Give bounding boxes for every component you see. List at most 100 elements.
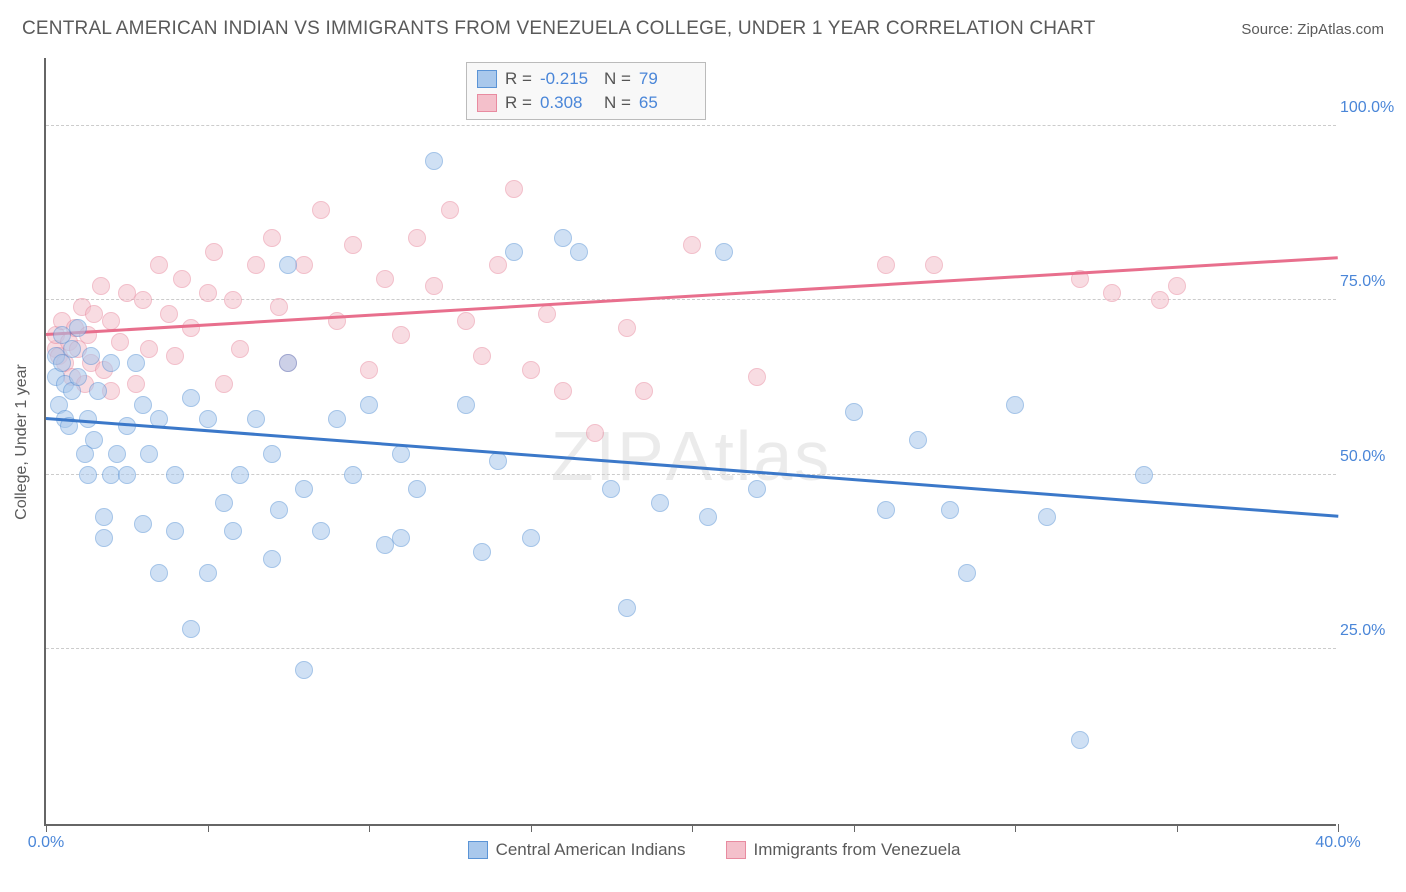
scatter-point-series2 <box>473 347 491 365</box>
scatter-point-series1 <box>295 480 313 498</box>
scatter-point-series2 <box>1151 291 1169 309</box>
r-value-series2: 0.308 <box>540 93 596 113</box>
scatter-point-series1 <box>199 410 217 428</box>
scatter-point-series2 <box>134 291 152 309</box>
scatter-point-series1 <box>85 431 103 449</box>
scatter-point-series2 <box>538 305 556 323</box>
legend-label-series1: Central American Indians <box>496 840 686 860</box>
scatter-point-series1 <box>845 403 863 421</box>
scatter-point-series2 <box>1168 277 1186 295</box>
scatter-point-series2 <box>182 319 200 337</box>
scatter-point-series2 <box>199 284 217 302</box>
y-tick-label: 50.0% <box>1340 448 1396 466</box>
scatter-point-series1 <box>699 508 717 526</box>
scatter-point-series2 <box>263 229 281 247</box>
scatter-point-series1 <box>1038 508 1056 526</box>
scatter-point-series1 <box>602 480 620 498</box>
scatter-point-series1 <box>279 354 297 372</box>
y-tick-label: 100.0% <box>1340 99 1396 117</box>
scatter-point-series1 <box>328 410 346 428</box>
scatter-point-series2 <box>1103 284 1121 302</box>
scatter-point-series1 <box>312 522 330 540</box>
scatter-point-series2 <box>247 256 265 274</box>
scatter-point-series1 <box>618 599 636 617</box>
scatter-point-series1 <box>166 522 184 540</box>
legend-item-series1: Central American Indians <box>468 840 686 860</box>
scatter-point-series1 <box>82 347 100 365</box>
scatter-point-series2 <box>215 375 233 393</box>
scatter-point-series1 <box>715 243 733 261</box>
scatter-point-series1 <box>457 396 475 414</box>
scatter-point-series2 <box>408 229 426 247</box>
scatter-point-series1 <box>224 522 242 540</box>
scatter-point-series1 <box>69 319 87 337</box>
scatter-point-series1 <box>941 501 959 519</box>
scatter-point-series1 <box>554 229 572 247</box>
x-tick <box>854 824 855 832</box>
scatter-point-series1 <box>505 243 523 261</box>
scatter-point-series1 <box>522 529 540 547</box>
scatter-point-series2 <box>554 382 572 400</box>
scatter-point-series1 <box>231 466 249 484</box>
legend-swatch-series2 <box>726 841 746 859</box>
legend: Central American Indians Immigrants from… <box>44 840 1384 860</box>
scatter-point-series1 <box>1071 731 1089 749</box>
scatter-point-series2 <box>140 340 158 358</box>
scatter-point-series1 <box>909 431 927 449</box>
scatter-point-series2 <box>425 277 443 295</box>
scatter-point-series1 <box>958 564 976 582</box>
scatter-point-series1 <box>392 529 410 547</box>
scatter-point-series1 <box>79 466 97 484</box>
scatter-point-series1 <box>1135 466 1153 484</box>
scatter-point-series1 <box>1006 396 1024 414</box>
scatter-point-series2 <box>270 298 288 316</box>
scatter-point-series1 <box>425 152 443 170</box>
scatter-point-series1 <box>95 508 113 526</box>
stats-row-series1: R = -0.215 N = 79 <box>477 67 695 91</box>
x-tick <box>531 824 532 832</box>
scatter-point-series1 <box>263 445 281 463</box>
scatter-point-series2 <box>92 277 110 295</box>
scatter-point-series1 <box>270 501 288 519</box>
gridline <box>46 648 1336 649</box>
scatter-point-series2 <box>111 333 129 351</box>
r-value-series1: -0.215 <box>540 69 596 89</box>
scatter-point-series1 <box>295 661 313 679</box>
scatter-point-series2 <box>231 340 249 358</box>
n-value-series1: 79 <box>639 69 695 89</box>
scatter-point-series2 <box>586 424 604 442</box>
swatch-series2 <box>477 94 497 112</box>
swatch-series1 <box>477 70 497 88</box>
scatter-point-series2 <box>160 305 178 323</box>
scatter-point-series1 <box>95 529 113 547</box>
scatter-point-series2 <box>877 256 895 274</box>
scatter-point-series1 <box>102 354 120 372</box>
scatter-point-series1 <box>570 243 588 261</box>
scatter-point-series2 <box>457 312 475 330</box>
scatter-point-series1 <box>651 494 669 512</box>
chart-container: College, Under 1 year ZIPAtlas R = -0.21… <box>44 58 1384 826</box>
x-tick <box>692 824 693 832</box>
scatter-point-series1 <box>279 256 297 274</box>
scatter-point-series1 <box>134 515 152 533</box>
scatter-point-series2 <box>748 368 766 386</box>
scatter-point-series1 <box>473 543 491 561</box>
y-axis-label: College, Under 1 year <box>13 364 31 520</box>
scatter-point-series2 <box>166 347 184 365</box>
scatter-point-series2 <box>925 256 943 274</box>
scatter-point-series1 <box>199 564 217 582</box>
scatter-point-series1 <box>344 466 362 484</box>
scatter-point-series1 <box>215 494 233 512</box>
scatter-point-series2 <box>635 382 653 400</box>
x-tick <box>1015 824 1016 832</box>
scatter-point-series1 <box>182 620 200 638</box>
scatter-point-series2 <box>150 256 168 274</box>
scatter-point-series1 <box>140 445 158 463</box>
gridline <box>46 125 1336 126</box>
scatter-point-series2 <box>173 270 191 288</box>
scatter-point-series1 <box>877 501 895 519</box>
scatter-point-series2 <box>441 201 459 219</box>
scatter-point-series2 <box>127 375 145 393</box>
scatter-point-series1 <box>182 389 200 407</box>
scatter-point-series2 <box>344 236 362 254</box>
